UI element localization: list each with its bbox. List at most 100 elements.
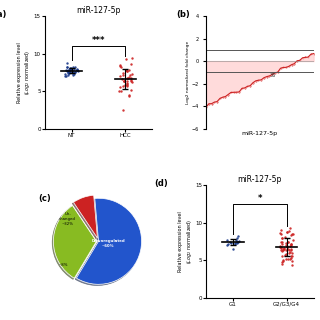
Point	[68, 69, 73, 75]
Point	[250, 80, 255, 85]
Point	[232, 240, 237, 245]
Point	[128, 72, 133, 77]
Point	[285, 244, 290, 250]
Title: miR-127-5p: miR-127-5p	[76, 6, 121, 15]
Point	[272, 70, 277, 76]
Point	[290, 254, 295, 259]
Point	[129, 78, 134, 83]
Point	[289, 258, 294, 263]
Point	[124, 69, 130, 74]
Point	[125, 76, 131, 81]
Point	[235, 239, 240, 244]
Title: miR-127-5p: miR-127-5p	[238, 175, 282, 184]
Point	[236, 89, 242, 94]
Point	[264, 74, 269, 79]
Point	[75, 68, 80, 73]
Point	[126, 94, 132, 99]
Point	[288, 242, 293, 247]
Point	[285, 256, 291, 261]
Point	[128, 61, 133, 67]
Point	[285, 243, 290, 248]
Point	[124, 75, 130, 80]
Point	[281, 246, 286, 252]
Point	[64, 67, 69, 72]
Text: (c): (c)	[38, 194, 51, 203]
Point	[69, 68, 74, 73]
Point	[68, 66, 73, 71]
Point	[285, 246, 291, 252]
Point	[64, 64, 69, 69]
Point	[284, 241, 289, 246]
Point	[117, 64, 122, 69]
Point	[306, 54, 311, 60]
Point	[288, 242, 293, 247]
Point	[74, 68, 79, 73]
Text: *: *	[258, 194, 262, 203]
Point	[292, 61, 297, 66]
Point	[123, 67, 128, 72]
Point	[288, 250, 293, 255]
Point	[280, 260, 285, 265]
Point	[233, 237, 238, 242]
Wedge shape	[74, 195, 97, 238]
Point	[75, 69, 80, 74]
Point	[69, 70, 74, 75]
Point	[287, 247, 292, 252]
Point	[209, 101, 214, 106]
Point	[278, 230, 283, 236]
Point	[284, 230, 290, 235]
Point	[68, 66, 73, 71]
Point	[289, 254, 294, 259]
Point	[278, 232, 283, 237]
Point	[230, 246, 235, 251]
Point	[270, 72, 275, 77]
Point	[235, 240, 240, 245]
Point	[71, 66, 76, 71]
Point	[129, 72, 134, 77]
Point	[64, 60, 69, 65]
Point	[284, 65, 289, 70]
Point	[287, 243, 292, 248]
Point	[231, 90, 236, 95]
Point	[233, 241, 238, 246]
Point	[224, 243, 229, 248]
Point	[242, 85, 247, 91]
Point	[287, 225, 292, 230]
Text: (a): (a)	[0, 10, 7, 20]
Point	[129, 79, 134, 84]
Wedge shape	[76, 198, 141, 284]
Point	[67, 66, 72, 71]
Point	[125, 78, 130, 84]
Point	[129, 87, 134, 92]
Point	[278, 66, 283, 71]
Point	[228, 240, 234, 245]
Point	[259, 77, 264, 82]
Point	[278, 247, 284, 252]
Point	[71, 72, 76, 77]
Point	[65, 72, 70, 77]
Point	[223, 94, 228, 99]
Point	[289, 250, 294, 255]
Point	[118, 89, 124, 94]
Point	[282, 253, 287, 258]
Point	[129, 75, 134, 80]
Point	[228, 90, 234, 95]
Point	[70, 69, 75, 75]
Point	[66, 71, 71, 76]
Point	[124, 68, 130, 73]
Point	[236, 233, 241, 238]
Point	[285, 239, 291, 244]
Point	[125, 83, 130, 88]
Point	[290, 263, 295, 268]
Text: Downregulated
~60%: Downregulated ~60%	[91, 239, 125, 248]
Point	[126, 92, 131, 97]
Point	[67, 70, 72, 75]
Point	[128, 78, 133, 84]
Point	[303, 55, 308, 60]
Point	[281, 245, 286, 251]
Y-axis label: Relative expression level
$(Log_2$ normalized): Relative expression level $(Log_2$ norma…	[17, 42, 32, 103]
Point	[280, 261, 285, 266]
Point	[275, 69, 280, 75]
Point	[288, 247, 293, 252]
Point	[121, 78, 126, 84]
